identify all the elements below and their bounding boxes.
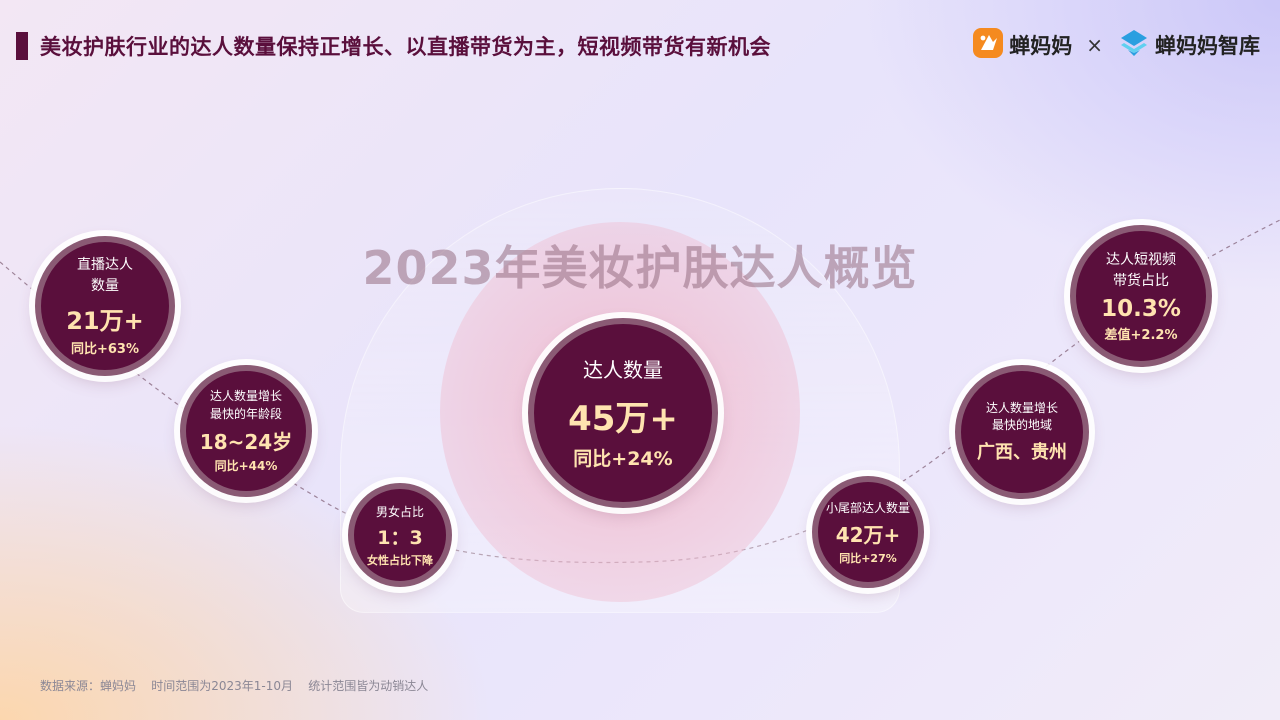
chanmama-zhiku-logo-icon: [1117, 26, 1151, 64]
overview-title: 2023年美妆护肤达人概览: [362, 241, 918, 295]
age-label: 达人数量增长: [209, 389, 282, 404]
center-label: 达人数量: [583, 358, 663, 382]
bubble-short-video: 达人短视频 带货占比 10.3% 差值+2.2%: [1070, 225, 1212, 367]
region-value: 广西、贵州: [977, 442, 1067, 464]
age-label-2: 最快的年龄段: [209, 406, 282, 421]
bubble-tail-creators: 小尾部达人数量 42万+ 同比+27%: [812, 476, 924, 588]
video-label: 达人短视频: [1106, 251, 1176, 268]
live-growth: 同比+63%: [70, 342, 139, 357]
title-accent-bar: [16, 32, 28, 60]
tail-growth: 同比+27%: [839, 551, 897, 565]
bubble-region: 达人数量增长 最快的地域 广西、贵州: [955, 365, 1089, 499]
logo-group: 蝉妈妈 × 蝉妈妈智库: [971, 26, 1260, 64]
gender-value: 1：3: [377, 526, 423, 549]
center-growth: 同比+24%: [573, 448, 673, 470]
bubble-age-group: 达人数量增长 最快的年龄段 18~24岁 同比+44%: [180, 365, 312, 497]
chanmama-zhiku-logo-text: 蝉妈妈智库: [1155, 34, 1260, 58]
gender-label: 男女占比: [375, 504, 424, 519]
chanmama-logo-text: 蝉妈妈: [1009, 34, 1073, 58]
bubble-gender-ratio: 男女占比 1：3 女性占比下降: [348, 483, 452, 587]
age-growth: 同比+44%: [214, 458, 278, 473]
center-value: 45万+: [568, 399, 678, 439]
tail-value: 42万+: [835, 522, 901, 547]
age-value: 18~24岁: [199, 429, 293, 454]
page-title: 美妆护肤行业的达人数量保持正增长、以直播带货为主，短视频带货有新机会: [40, 35, 771, 59]
region-label-2: 最快的地域: [991, 418, 1052, 432]
live-label: 直播达人: [77, 257, 133, 273]
bubble-live-creators: 直播达人 数量 21万+ 同比+63%: [35, 236, 175, 376]
bubble-total-creators: 达人数量 45万+ 同比+24%: [528, 318, 718, 508]
video-value: 10.3%: [1101, 295, 1181, 322]
logo-separator: ×: [1086, 33, 1103, 57]
live-label-2: 数量: [91, 278, 119, 294]
region-label: 达人数量增长: [985, 400, 1058, 415]
video-growth: 差值+2.2%: [1104, 327, 1178, 343]
footer-source-note: 数据来源：蝉妈妈 时间范围为2023年1-10月 统计范围皆为动销达人: [40, 679, 429, 693]
chanmama-logo-icon: [971, 26, 1005, 64]
tail-label: 小尾部达人数量: [825, 500, 910, 515]
gender-growth: 女性占比下降: [367, 553, 433, 567]
video-label-2: 带货占比: [1113, 272, 1169, 289]
live-value: 21万+: [66, 307, 144, 335]
